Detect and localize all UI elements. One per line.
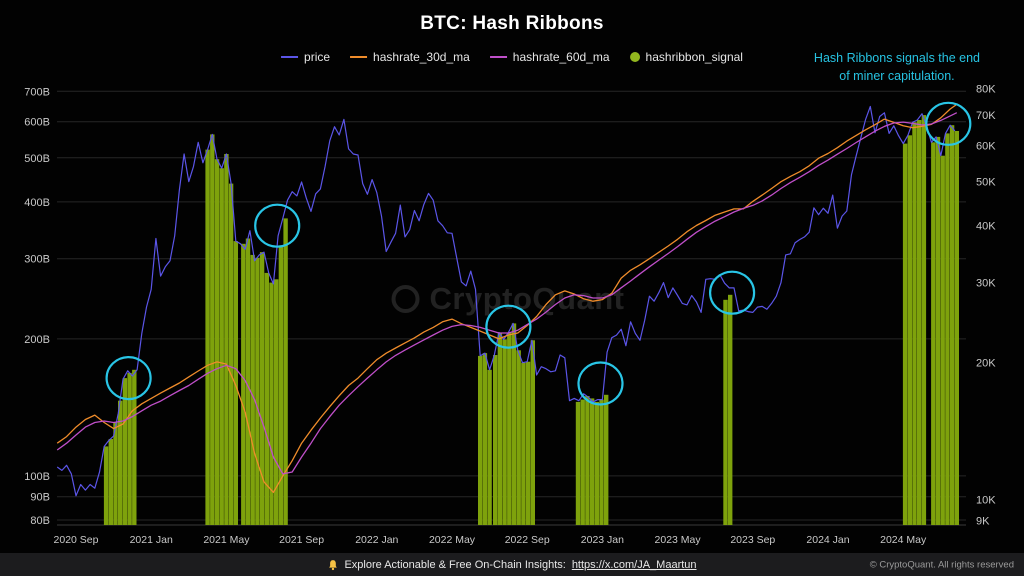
- left-axis-tick: 100B: [24, 471, 50, 483]
- x-axis-tick: 2024 May: [880, 534, 927, 546]
- right-axis-tick: 80K: [976, 84, 996, 96]
- left-axis-tick: 500B: [24, 153, 50, 165]
- highlight-circle: [577, 361, 624, 406]
- legend-swatch-hashrate-30d-ma: [350, 56, 368, 58]
- legend: price hashrate_30d_ma hashrate_60d_ma hashr…: [281, 50, 743, 64]
- legend-item-price[interactable]: price: [281, 50, 330, 64]
- page-title: BTC: Hash Ribbons: [420, 13, 604, 34]
- x-axis-tick: 2022 May: [429, 534, 476, 546]
- x-axis-tick: 2023 May: [655, 534, 702, 546]
- right-axis-tick: 50K: [976, 177, 996, 189]
- left-axis-tick: 300B: [24, 254, 50, 266]
- left-axis-tick: 200B: [24, 334, 50, 346]
- left-axis-tick: 700B: [24, 86, 50, 98]
- legend-item-hashrate-30d-ma[interactable]: hashrate_30d_ma: [350, 50, 470, 64]
- series-hashrate_60d_ma: [56, 112, 958, 475]
- legend-item-hashrate-60d-ma[interactable]: hashrate_60d_ma: [489, 50, 610, 64]
- right-axis-tick: 70K: [976, 110, 996, 122]
- x-axis-tick: 2022 Sep: [505, 534, 550, 546]
- footer-promo-text: Explore Actionable & Free On-Chain Insig…: [344, 558, 566, 571]
- right-axis-tick: 40K: [976, 221, 996, 233]
- highlight-circle: [105, 356, 152, 401]
- x-axis-tick: 2021 Jan: [130, 534, 173, 546]
- left-axis-tick: 80B: [30, 515, 50, 527]
- right-axis-tick: 30K: [976, 278, 996, 290]
- footer-promo: Explore Actionable & Free On-Chain Insig…: [327, 558, 697, 571]
- legend-swatch-hashrate-60d-ma: [489, 56, 507, 58]
- signal-circles: [105, 101, 972, 406]
- legend-label: price: [304, 50, 331, 64]
- right-axis-tick: 10K: [976, 495, 996, 507]
- right-axis-tick: 20K: [976, 358, 996, 370]
- x-axis-tick: 2021 Sep: [279, 534, 324, 546]
- legend-swatch-hashribbon-signal: [629, 52, 640, 62]
- x-axis-tick: 2024 Jan: [806, 534, 849, 546]
- annotation-line1: Hash Ribbons signals the end: [813, 51, 980, 65]
- legend-item-hashribbon-signal[interactable]: hashribbon_signal: [629, 50, 743, 64]
- highlight-circle: [708, 270, 756, 315]
- x-axis-tick: 2021 May: [203, 534, 250, 546]
- left-axis-tick: 600B: [24, 117, 50, 129]
- left-axis-tick: 90B: [30, 492, 50, 504]
- highlight-circle: [485, 304, 532, 349]
- bell-icon: [329, 559, 337, 570]
- x-axis-tick: 2023 Sep: [730, 534, 775, 546]
- right-axis-tick: 9K: [976, 516, 990, 528]
- axis-labels: 700B 600B 500B 400B 300B 200B 100B 90B 80B 80K 70K…: [24, 84, 996, 546]
- left-axis-tick: 400B: [24, 197, 50, 209]
- footer-copyright: © CryptoQuant. All rights reserved: [869, 559, 1014, 570]
- footer-bar: Explore Actionable & Free On-Chain Insig…: [0, 553, 1024, 576]
- legend-label: hashribbon_signal: [645, 50, 743, 64]
- footer-link[interactable]: https://x.com/JA_Maartun: [571, 558, 697, 571]
- right-axis-tick: 60K: [976, 141, 996, 153]
- highlight-circle: [925, 101, 972, 146]
- x-axis-tick: 2022 Jan: [355, 534, 398, 546]
- highlight-circle: [254, 203, 301, 248]
- legend-label: hashrate_60d_ma: [512, 50, 610, 64]
- legend-label: hashrate_30d_ma: [373, 50, 470, 64]
- x-axis-tick: 2023 Jan: [581, 534, 624, 546]
- hashribbon-signal-bars: [103, 115, 959, 526]
- x-axis-tick: 2020 Sep: [54, 534, 99, 546]
- series-hashrate_30d_ma: [56, 103, 958, 494]
- annotation-line2: of miner capitulation.: [839, 68, 955, 83]
- annotation-text: Hash Ribbons signals the end of miner ca…: [814, 50, 980, 85]
- legend-swatch-price: [281, 56, 299, 58]
